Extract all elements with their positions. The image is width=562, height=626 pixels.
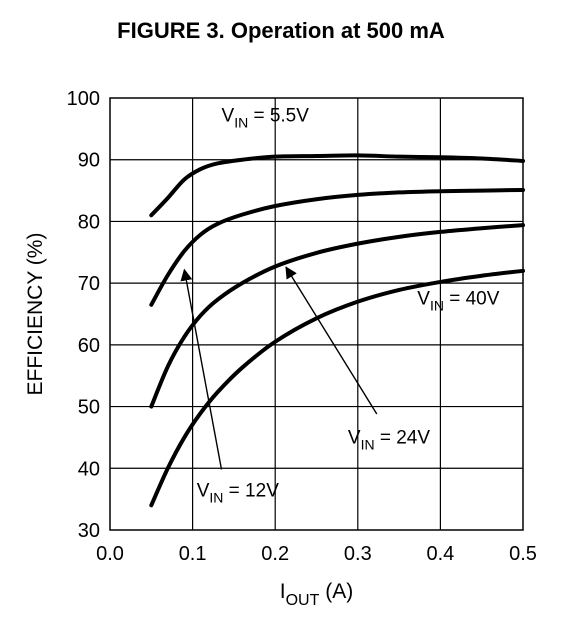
- x-tick-label-0-3: 0.3: [344, 543, 372, 565]
- y-tick-label-80: 80: [78, 211, 100, 233]
- series-line-v-in-24v: [149, 223, 525, 409]
- x-tick-label-0-5: 0.5: [509, 543, 537, 565]
- y-tick-label-70: 70: [78, 273, 100, 295]
- series-line-v-in-12v: [149, 187, 525, 307]
- annotation-label-v-in-24v: VIN = 24V: [348, 428, 430, 453]
- annotation-label-v-in-12v: VIN = 12V: [197, 481, 279, 506]
- y-tick-label-30: 30: [78, 520, 100, 542]
- annotation-label-v-in-40v: VIN = 40V: [417, 289, 499, 314]
- y-tick-label-60: 60: [78, 335, 100, 357]
- annotation-arrow-v-in-24v: [285, 266, 378, 415]
- annotation-arrow-v-in-12v: [180, 268, 223, 470]
- x-tick-label-0-2: 0.2: [261, 543, 289, 565]
- x-axis-label: IOUT (A): [280, 580, 353, 609]
- plot-border: [109, 97, 524, 531]
- tick-labels: 30 40 50 60 70 80 90 100 0.0 0.1 0.2 0.3 0.4 0.5: [67, 88, 537, 565]
- x-tick-label-0-1: 0.1: [179, 543, 207, 565]
- grid-lines: [110, 98, 523, 530]
- plot-frame: [109, 97, 524, 531]
- x-tick-label-0: 0.0: [96, 543, 124, 565]
- annotation-label-v-in-5-5v: VIN = 5.5V: [222, 105, 310, 130]
- series-lines: [149, 153, 525, 508]
- series-line-v-in-40v: [149, 268, 525, 508]
- y-tick-label-50: 50: [78, 397, 100, 419]
- axis-labels: IOUT (A) EFFICIENCY (%): [24, 233, 353, 609]
- y-axis-label: EFFICIENCY (%): [24, 233, 47, 396]
- y-tick-label-40: 40: [78, 458, 100, 480]
- annotations: VIN = 5.5V VIN = 40V VIN = 24V VIN = 12V: [180, 105, 500, 506]
- series-line-v-in-5-5v: [149, 153, 525, 218]
- figure-title: FIGURE 3. Operation at 500 mA: [117, 18, 445, 43]
- y-tick-label-90: 90: [78, 150, 100, 172]
- y-tick-label-100: 100: [67, 88, 100, 110]
- x-tick-label-0-4: 0.4: [426, 543, 454, 565]
